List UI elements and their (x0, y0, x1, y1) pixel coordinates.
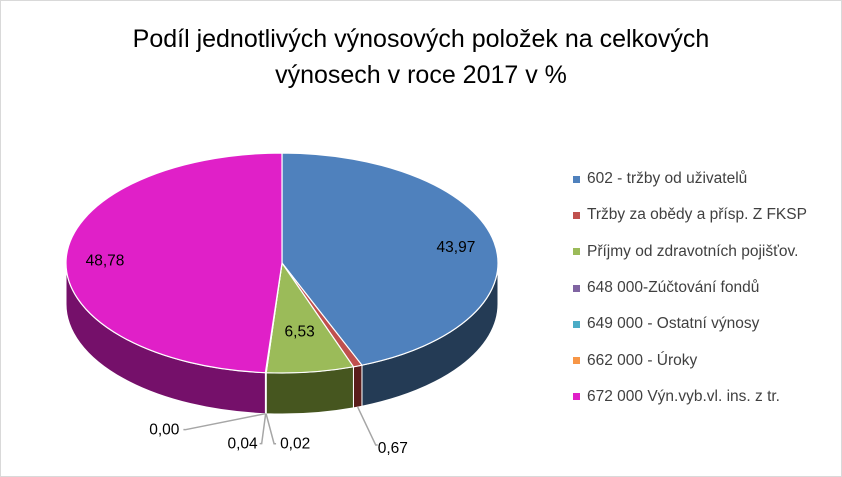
chart-title: Podíl jednotlivých výnosových položek na… (21, 21, 821, 93)
legend-label: Příjmy od zdravotních pojišťov. (587, 242, 799, 260)
leader-line (357, 406, 378, 446)
legend-label: 649 000 - Ostatní výnosy (587, 315, 760, 333)
chart-title-line-1: Podíl jednotlivých výnosových položek na… (132, 25, 710, 53)
legend-label: 648 000-Zúčtování fondů (587, 279, 760, 297)
data-label: 6,53 (285, 324, 315, 341)
legend-label: 662 000 - Úroky (587, 351, 698, 369)
leader-line (183, 412, 266, 431)
data-label: 0,04 (227, 436, 258, 453)
legend-item: 662 000 - Úroky (573, 342, 838, 378)
legend-item: 648 000-Zúčtování fondů (573, 270, 838, 306)
legend-swatch (573, 393, 580, 401)
legend-item: 602 - tržby od uživatelů (573, 161, 838, 197)
legend-item: 649 000 - Ostatní výnosy (573, 306, 838, 342)
legend-swatch (573, 211, 580, 219)
legend-swatch (573, 175, 580, 183)
pie-slice-side (265, 366, 354, 415)
legend: 602 - tržby od uživatelů Tržby za obědy … (573, 161, 838, 415)
legend-label: 672 000 Výn.vyb.vl. ins. z tr. (587, 387, 780, 405)
pie-slice (281, 152, 499, 366)
pie-slice (65, 152, 283, 374)
data-label: 0,00 (149, 422, 180, 439)
data-label: 48,78 (86, 253, 125, 270)
data-label: 0,02 (280, 436, 310, 453)
leader-line (259, 413, 267, 445)
legend-item: Tržby za obědy a přísp. Z FKSP (573, 197, 838, 233)
legend-label: Tržby za obědy a přísp. Z FKSP (587, 206, 807, 224)
pie-tops (65, 152, 499, 374)
legend-item: 672 000 Výn.vyb.vl. ins. z tr. (573, 379, 838, 415)
data-label: 0,67 (378, 440, 408, 457)
leader-line (265, 413, 277, 445)
chart-title-line-2: výnosech v roce 2017 v % (275, 61, 567, 89)
legend-item: Příjmy od zdravotních pojišťov. (573, 234, 838, 270)
legend-swatch (573, 357, 580, 365)
legend-swatch (573, 320, 580, 328)
legend-swatch (573, 248, 580, 256)
legend-label: 602 - tržby od uživatelů (587, 170, 748, 188)
data-label: 43,97 (437, 239, 476, 256)
legend-swatch (573, 284, 580, 292)
data-labels: 43,97 0,67 6,53 0,02 0,04 0,00 48,78 (86, 239, 476, 457)
pie-slice-side (352, 364, 363, 409)
